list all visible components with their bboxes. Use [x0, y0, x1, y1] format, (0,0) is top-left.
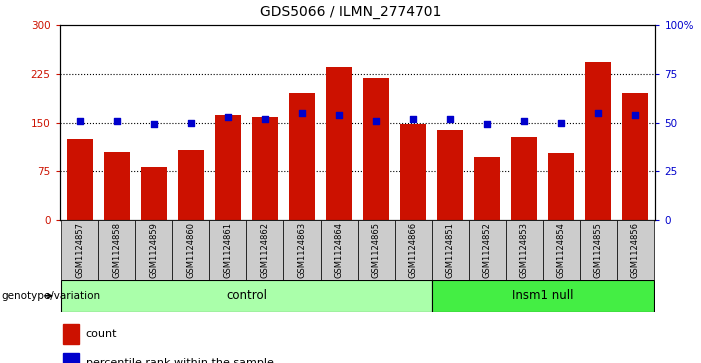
- Point: [334, 112, 345, 118]
- Text: GSM1124853: GSM1124853: [519, 221, 529, 278]
- Text: Insm1 null: Insm1 null: [512, 289, 573, 302]
- Text: GSM1124855: GSM1124855: [594, 222, 603, 277]
- Bar: [63, 352, 79, 363]
- Bar: [67, 139, 93, 220]
- Bar: [468, 220, 505, 280]
- Point: [370, 118, 381, 123]
- Bar: [62, 280, 432, 312]
- Point: [519, 118, 530, 123]
- Text: GSM1124859: GSM1124859: [149, 222, 158, 277]
- Bar: [247, 220, 283, 280]
- Bar: [98, 220, 135, 280]
- Text: GSM1124865: GSM1124865: [372, 221, 381, 278]
- Text: genotype/variation: genotype/variation: [1, 291, 100, 301]
- Point: [222, 114, 233, 119]
- Bar: [358, 220, 395, 280]
- Point: [629, 112, 641, 118]
- Bar: [252, 117, 278, 220]
- Bar: [135, 220, 172, 280]
- Text: GSM1124858: GSM1124858: [112, 221, 121, 278]
- Bar: [585, 62, 611, 220]
- Text: GSM1124852: GSM1124852: [482, 222, 491, 277]
- Text: GSM1124856: GSM1124856: [631, 221, 639, 278]
- Point: [149, 122, 160, 127]
- Text: GSM1124854: GSM1124854: [557, 222, 566, 277]
- Bar: [543, 220, 580, 280]
- Text: GSM1124863: GSM1124863: [297, 221, 306, 278]
- Text: GSM1124851: GSM1124851: [446, 222, 454, 277]
- Point: [259, 116, 271, 122]
- Bar: [141, 167, 167, 220]
- Bar: [210, 220, 247, 280]
- Bar: [215, 115, 241, 220]
- Bar: [178, 150, 204, 220]
- Text: GSM1124866: GSM1124866: [409, 221, 418, 278]
- Bar: [172, 220, 210, 280]
- Bar: [62, 220, 98, 280]
- Bar: [617, 220, 653, 280]
- Bar: [400, 124, 426, 220]
- Bar: [437, 130, 463, 220]
- Bar: [580, 220, 617, 280]
- Text: GSM1124862: GSM1124862: [261, 221, 269, 278]
- Bar: [326, 68, 352, 220]
- Point: [297, 110, 308, 116]
- Bar: [432, 220, 468, 280]
- Text: GDS5066 / ILMN_2774701: GDS5066 / ILMN_2774701: [260, 5, 441, 20]
- Bar: [395, 220, 432, 280]
- Bar: [548, 153, 574, 220]
- Point: [482, 122, 493, 127]
- Bar: [289, 93, 315, 220]
- Point: [592, 110, 604, 116]
- Point: [407, 116, 418, 122]
- Bar: [363, 78, 389, 220]
- Bar: [104, 152, 130, 220]
- Point: [111, 118, 123, 123]
- Point: [74, 118, 86, 123]
- Bar: [505, 220, 543, 280]
- Text: GSM1124857: GSM1124857: [76, 221, 84, 278]
- Point: [185, 119, 196, 125]
- Bar: [474, 157, 500, 220]
- Text: GSM1124864: GSM1124864: [334, 221, 343, 278]
- Text: GSM1124861: GSM1124861: [224, 221, 233, 278]
- Point: [555, 119, 566, 125]
- Bar: [283, 220, 320, 280]
- Bar: [63, 323, 79, 344]
- Point: [444, 116, 456, 122]
- Bar: [320, 220, 358, 280]
- Text: control: control: [226, 289, 267, 302]
- Bar: [622, 93, 648, 220]
- Text: percentile rank within the sample: percentile rank within the sample: [86, 358, 274, 363]
- Text: GSM1124860: GSM1124860: [186, 221, 196, 278]
- Text: count: count: [86, 329, 117, 339]
- Bar: [511, 137, 537, 220]
- Bar: [432, 280, 653, 312]
